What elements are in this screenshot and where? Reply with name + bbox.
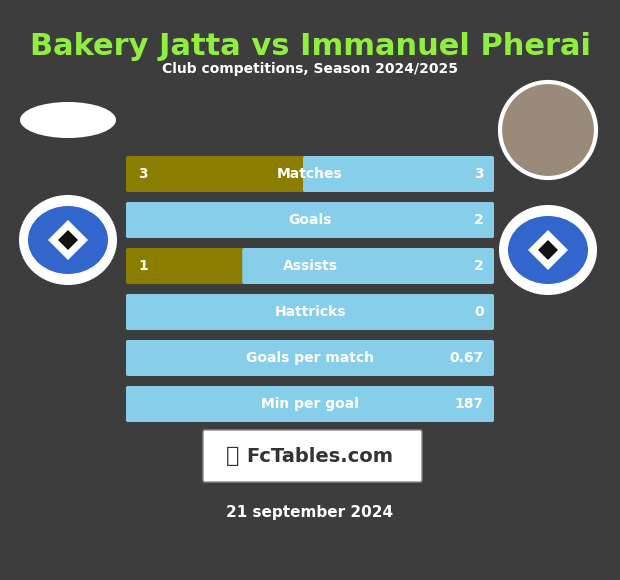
Text: 1: 1 bbox=[138, 259, 148, 273]
Ellipse shape bbox=[508, 216, 588, 284]
FancyBboxPatch shape bbox=[203, 430, 422, 482]
Text: Club competitions, Season 2024/2025: Club competitions, Season 2024/2025 bbox=[162, 62, 458, 76]
Polygon shape bbox=[538, 240, 558, 260]
Text: Goals per match: Goals per match bbox=[246, 351, 374, 365]
FancyBboxPatch shape bbox=[126, 386, 494, 422]
Text: 0: 0 bbox=[474, 305, 484, 319]
Text: 3: 3 bbox=[138, 167, 148, 181]
Text: 0.67: 0.67 bbox=[450, 351, 484, 365]
Text: Matches: Matches bbox=[277, 167, 343, 181]
FancyBboxPatch shape bbox=[126, 156, 494, 192]
Ellipse shape bbox=[499, 205, 597, 295]
FancyBboxPatch shape bbox=[126, 386, 494, 422]
FancyBboxPatch shape bbox=[126, 248, 494, 284]
FancyBboxPatch shape bbox=[126, 340, 494, 376]
Text: 187: 187 bbox=[455, 397, 484, 411]
Ellipse shape bbox=[19, 195, 117, 285]
Text: Min per goal: Min per goal bbox=[261, 397, 359, 411]
Text: 2: 2 bbox=[474, 213, 484, 227]
Text: Hattricks: Hattricks bbox=[274, 305, 346, 319]
Ellipse shape bbox=[20, 102, 116, 138]
Polygon shape bbox=[58, 230, 78, 250]
Ellipse shape bbox=[28, 206, 108, 274]
Text: Goals: Goals bbox=[288, 213, 332, 227]
Text: 21 september 2024: 21 september 2024 bbox=[226, 505, 394, 520]
Polygon shape bbox=[528, 230, 568, 270]
FancyBboxPatch shape bbox=[242, 248, 494, 284]
Text: 📊: 📊 bbox=[226, 446, 240, 466]
Text: FcTables.com: FcTables.com bbox=[247, 447, 394, 466]
Text: 3: 3 bbox=[474, 167, 484, 181]
Text: Assists: Assists bbox=[283, 259, 337, 273]
FancyBboxPatch shape bbox=[126, 202, 494, 238]
Polygon shape bbox=[48, 220, 88, 260]
Text: Bakery Jatta vs Immanuel Pherai: Bakery Jatta vs Immanuel Pherai bbox=[30, 32, 590, 61]
Text: 2: 2 bbox=[474, 259, 484, 273]
Circle shape bbox=[500, 82, 596, 178]
FancyBboxPatch shape bbox=[126, 294, 494, 330]
FancyBboxPatch shape bbox=[126, 294, 494, 330]
FancyBboxPatch shape bbox=[126, 202, 494, 238]
FancyBboxPatch shape bbox=[126, 340, 494, 376]
FancyBboxPatch shape bbox=[303, 156, 494, 192]
